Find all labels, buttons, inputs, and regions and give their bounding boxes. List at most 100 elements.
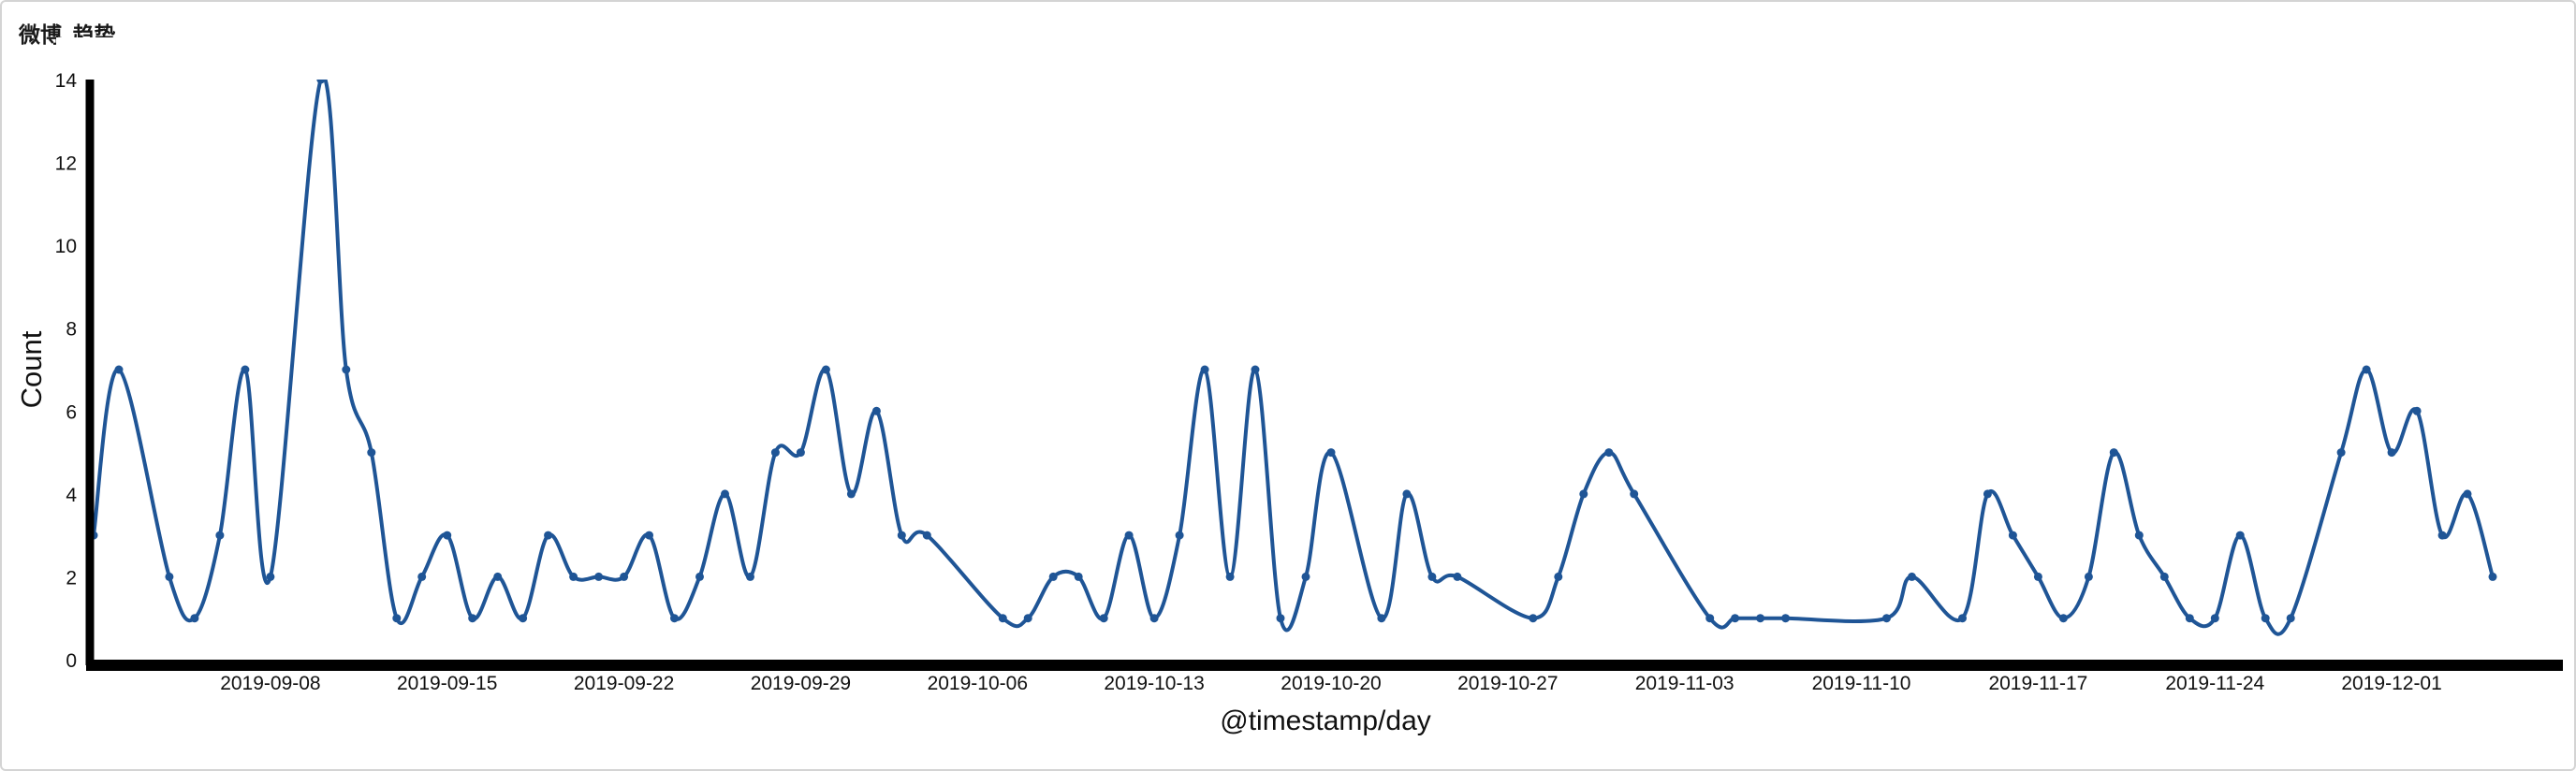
data-point bbox=[1958, 614, 1967, 623]
data-point bbox=[2159, 572, 2169, 581]
data-point bbox=[2084, 572, 2093, 581]
data-point bbox=[1705, 614, 1715, 623]
data-point bbox=[342, 365, 351, 374]
data-point bbox=[392, 614, 402, 623]
data-point bbox=[1554, 572, 1563, 581]
data-point bbox=[190, 614, 199, 623]
data-point bbox=[721, 489, 729, 499]
x-axis-title: @timestamp/day bbox=[1220, 706, 1431, 736]
data-point bbox=[796, 448, 805, 458]
data-point bbox=[1251, 365, 1260, 374]
data-point bbox=[2109, 448, 2118, 458]
data-point bbox=[1200, 365, 1209, 374]
data-point bbox=[1882, 614, 1891, 623]
x-tick-label: 2019-09-29 bbox=[751, 673, 851, 694]
data-point bbox=[1756, 614, 1765, 623]
data-point bbox=[594, 572, 604, 581]
data-point bbox=[2336, 448, 2346, 458]
data-point bbox=[2235, 531, 2245, 540]
data-point bbox=[2033, 572, 2042, 581]
data-point bbox=[1983, 489, 1992, 499]
data-point bbox=[695, 572, 704, 581]
data-point bbox=[1781, 614, 1791, 623]
y-tick-label: 6 bbox=[66, 401, 77, 423]
data-point bbox=[821, 365, 830, 374]
x-tick-label: 2019-10-13 bbox=[1104, 673, 1204, 694]
x-tick-label: 2019-09-15 bbox=[397, 673, 497, 694]
data-point bbox=[2488, 572, 2497, 581]
data-point bbox=[770, 448, 780, 458]
data-point bbox=[2134, 531, 2144, 540]
data-point bbox=[1326, 448, 1336, 458]
data-point bbox=[1023, 614, 1032, 623]
data-point bbox=[2463, 489, 2472, 499]
data-point bbox=[2210, 614, 2219, 623]
data-point bbox=[2008, 531, 2017, 540]
data-point bbox=[2185, 614, 2194, 623]
y-tick-label: 8 bbox=[66, 319, 77, 341]
data-point bbox=[2412, 406, 2422, 415]
data-point bbox=[620, 572, 629, 581]
y-tick-label: 14 bbox=[55, 70, 78, 92]
data-point bbox=[569, 572, 578, 581]
data-point bbox=[2058, 614, 2068, 623]
data-point bbox=[544, 531, 553, 540]
data-point bbox=[846, 489, 856, 499]
x-tick-label: 2019-10-06 bbox=[928, 673, 1028, 694]
data-point bbox=[2286, 614, 2295, 623]
data-point bbox=[645, 531, 653, 540]
data-point bbox=[1604, 448, 1614, 458]
data-point bbox=[443, 531, 452, 540]
data-point bbox=[1402, 489, 1412, 499]
data-point bbox=[871, 406, 881, 415]
data-point bbox=[1149, 614, 1159, 623]
data-point bbox=[1048, 572, 1058, 581]
data-point bbox=[746, 572, 754, 581]
data-point bbox=[241, 365, 250, 374]
data-point bbox=[215, 531, 225, 540]
data-point bbox=[1731, 614, 1740, 623]
data-point bbox=[1630, 489, 1639, 499]
x-tick-label: 2019-11-17 bbox=[1988, 673, 2087, 694]
y-tick-label: 4 bbox=[66, 485, 77, 506]
data-point bbox=[922, 531, 931, 540]
data-point bbox=[2387, 448, 2396, 458]
data-point bbox=[1908, 572, 1916, 581]
x-tick-label: 2019-11-03 bbox=[1635, 673, 1734, 694]
x-tick-label: 2019-10-27 bbox=[1457, 673, 1558, 694]
data-point bbox=[165, 572, 174, 581]
data-point bbox=[998, 614, 1007, 623]
data-point bbox=[897, 531, 906, 540]
data-point bbox=[670, 614, 679, 623]
data-point bbox=[1074, 572, 1083, 581]
data-point bbox=[1276, 614, 1285, 623]
x-tick-label: 2019-11-10 bbox=[1812, 673, 1911, 694]
data-point bbox=[1427, 572, 1437, 581]
data-point bbox=[1453, 572, 1462, 581]
data-point bbox=[1579, 489, 1588, 499]
data-point bbox=[1529, 614, 1538, 623]
data-point bbox=[367, 448, 376, 458]
data-point bbox=[519, 614, 528, 623]
y-tick-label: 2 bbox=[66, 567, 77, 589]
data-point bbox=[2362, 365, 2371, 374]
data-point bbox=[266, 572, 275, 581]
series-line bbox=[92, 74, 2495, 636]
y-tick-label: 0 bbox=[66, 650, 77, 672]
plot-top-mask bbox=[56, 37, 2574, 80]
x-tick-label: 2019-11-24 bbox=[2165, 673, 2264, 694]
data-point bbox=[417, 572, 427, 581]
data-point bbox=[114, 365, 124, 374]
data-point bbox=[1099, 614, 1108, 623]
x-tick-label: 2019-12-01 bbox=[2341, 673, 2441, 694]
y-tick-label: 10 bbox=[55, 236, 77, 257]
y-axis-title: Count bbox=[15, 330, 48, 408]
data-point bbox=[1301, 572, 1310, 581]
data-point bbox=[2437, 531, 2447, 540]
data-point bbox=[1175, 531, 1184, 540]
data-point bbox=[2261, 614, 2270, 623]
x-tick-label: 2019-09-08 bbox=[220, 673, 320, 694]
y-tick-label: 12 bbox=[55, 153, 77, 175]
